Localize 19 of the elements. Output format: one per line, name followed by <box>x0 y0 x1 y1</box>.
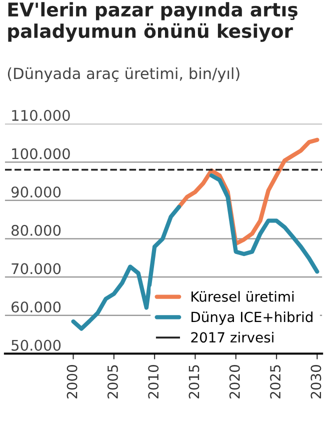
y-tick-label: 50.000 <box>12 340 61 351</box>
y-tick-label: 70.000 <box>12 263 61 274</box>
x-tick-label: 2020 <box>229 364 240 398</box>
legend-label: 2017 zirvesi <box>191 332 274 343</box>
y-tick-label: 100.000 <box>12 148 70 160</box>
y-tick-label: 80.000 <box>12 224 61 236</box>
chart-title: EV'lerin pazar payında artış paladyumun önünü kesiyor <box>8 2 298 42</box>
legend-label: Dünya ICE+hibrid <box>192 311 312 325</box>
chart-subtitle: (Dünyada araç üretimi, bin/yıl) <box>8 67 240 82</box>
x-tick-label: 2010 <box>148 364 159 398</box>
x-tick-label: 2015 <box>188 365 200 398</box>
y-tick-label: 90.000 <box>11 186 61 198</box>
y-tick-label: 60.000 <box>12 301 61 313</box>
x-tick-label: 2000 <box>66 364 78 398</box>
y-tick-label: 110.000 <box>12 110 70 121</box>
x-tick-label: 2030 <box>310 364 322 398</box>
x-tick-label: 2005 <box>107 365 118 398</box>
x-tick-label: 2025 <box>270 365 281 398</box>
legend-label: Küresel üretimi <box>192 291 294 302</box>
